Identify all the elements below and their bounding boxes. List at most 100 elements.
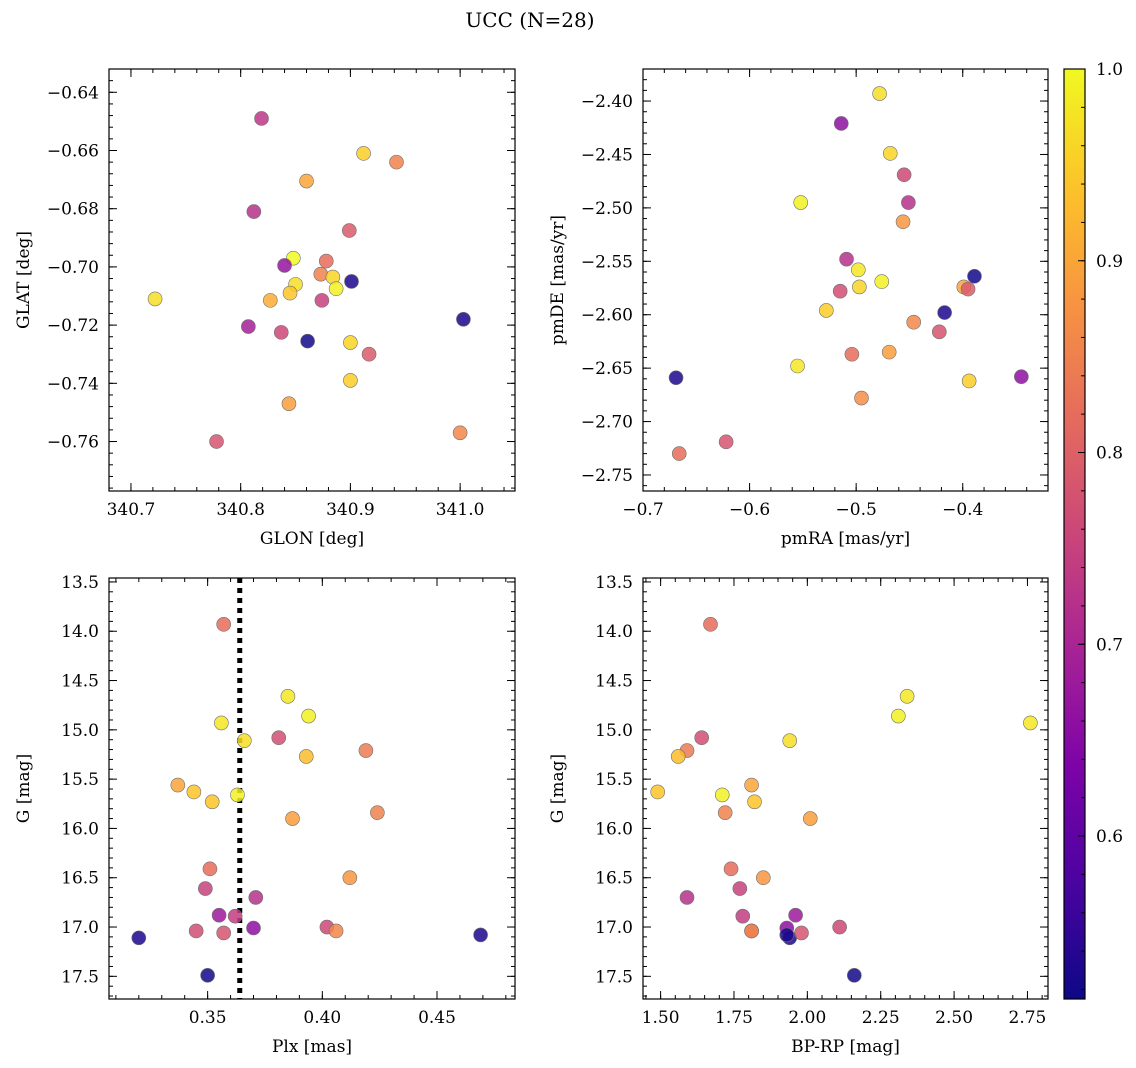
scatter-point (899, 689, 915, 704)
scatter-point (246, 204, 262, 219)
axes-frame (642, 577, 1049, 1000)
scatter-point (131, 930, 147, 946)
y-tick-label: −0.66 (47, 141, 99, 161)
scatter-point (718, 434, 734, 450)
scatter-point (802, 811, 818, 826)
y-axis-label: G [mag] (14, 754, 34, 823)
y-tick-label: −2.60 (581, 306, 633, 326)
y-tick-label: 17.5 (595, 967, 633, 987)
scatter-point (216, 617, 231, 632)
scatter-point (961, 373, 977, 389)
scatter-point (717, 805, 733, 820)
panel-pmra-pmde: −0.7 −0.6 −0.5 −0.4 −2.40 −2.45 −2.50 −2.55 −2.6… (548, 68, 1049, 549)
scatter-point (874, 274, 890, 289)
scatter-point (227, 908, 243, 924)
scatter-point (263, 293, 278, 308)
scatter-point (358, 743, 374, 758)
scatter-point (960, 281, 976, 297)
scatter-point (301, 708, 316, 724)
x-axis-label: BP-RP [mag] (791, 1037, 900, 1057)
scatter-point (744, 777, 759, 793)
scatter-point (211, 907, 227, 923)
y-tick-label: 15.5 (595, 770, 633, 790)
scatter-point (832, 919, 847, 935)
scatter-point (343, 335, 358, 350)
y-axis-label: GLAT [deg] (14, 231, 34, 329)
scatter-point (895, 214, 911, 230)
x-axis-label: GLON [deg] (260, 529, 364, 549)
y-tick-label: 16.5 (595, 869, 633, 889)
panel-glon-glat: 340.7 340.8 340.9 341.0 −0.64 −0.66 −0.68 −0.70… (14, 68, 516, 549)
x-tick-label: 2.25 (862, 1008, 900, 1028)
scatter-point (285, 811, 300, 826)
scatter-point (732, 881, 748, 896)
scatter-point (299, 173, 314, 189)
scatter-point (273, 325, 289, 340)
x-tick-label: 340.8 (216, 500, 265, 520)
x-tick-label: 0.40 (303, 1008, 341, 1028)
scatter-point (670, 749, 686, 764)
scatter-point (473, 927, 488, 943)
axes-frame (108, 577, 516, 1000)
y-tick-label: −0.76 (47, 433, 99, 453)
scatter-point (281, 396, 297, 411)
scatter-point (209, 434, 224, 449)
x-tick-label: 2.50 (935, 1008, 973, 1028)
scatter-point (356, 146, 371, 161)
scatter-point (891, 708, 906, 724)
y-tick-label: 15.0 (595, 721, 633, 741)
scatter-point (937, 305, 952, 320)
colorbar-tick-label: 0.9 (1096, 252, 1123, 272)
scatter-point (198, 881, 213, 896)
y-tick-label: −2.70 (581, 413, 633, 433)
y-tick-label: −0.68 (47, 200, 99, 220)
scatter-point (170, 777, 186, 793)
x-tick-label: 0.45 (418, 1008, 456, 1028)
scatter-point (906, 314, 922, 330)
scatter-point (361, 346, 377, 362)
scatter-point (931, 324, 947, 340)
scatter-point (230, 787, 245, 803)
y-tick-label: 14.0 (61, 622, 99, 642)
y-tick-label: 14.5 (595, 672, 633, 692)
scatter-point (147, 291, 163, 307)
scatter-point (723, 861, 739, 877)
colorbar-tick-label: 1.0 (1096, 60, 1123, 80)
scatter-point (216, 925, 231, 941)
scatter-point (790, 358, 805, 374)
scatter-point (282, 285, 298, 301)
y-tick-label: −2.40 (581, 92, 633, 112)
figure-title: UCC (N=28) (465, 8, 594, 32)
scatter-point (747, 794, 762, 810)
y-tick-label: −2.55 (581, 252, 633, 272)
scatter-point (343, 373, 358, 388)
colorbar-tick-label: 0.7 (1096, 635, 1123, 655)
scatter-point (280, 689, 296, 704)
scatter-point (967, 268, 982, 284)
x-axis-label: Plx [mas] (272, 1037, 352, 1057)
scatter-point (342, 223, 357, 238)
scatter-point (714, 787, 730, 803)
y-tick-label: −0.74 (47, 374, 99, 394)
x-tick-label: −0.4 (942, 500, 983, 520)
scatter-point (237, 733, 252, 748)
y-tick-label: 16.0 (595, 819, 633, 839)
scatter-point (735, 908, 751, 924)
scatter-point (254, 111, 269, 126)
scatter-point (248, 890, 264, 905)
y-axis-label: pmDE [mas/yr] (548, 215, 568, 345)
y-tick-label: 16.5 (61, 869, 99, 889)
scatter-point (833, 116, 849, 131)
scatter-point (832, 283, 848, 299)
scatter-point (328, 923, 344, 939)
scatter-point (328, 281, 344, 297)
scatter-point (1023, 715, 1038, 731)
scatter-point (756, 870, 771, 886)
scatter-point (342, 870, 358, 886)
colorbar-tick-label: 0.6 (1096, 827, 1123, 847)
scatter-point (854, 390, 869, 406)
x-tick-label: 340.9 (326, 500, 375, 520)
scatter-point (794, 925, 809, 941)
x-tick-label: 340.7 (107, 500, 156, 520)
